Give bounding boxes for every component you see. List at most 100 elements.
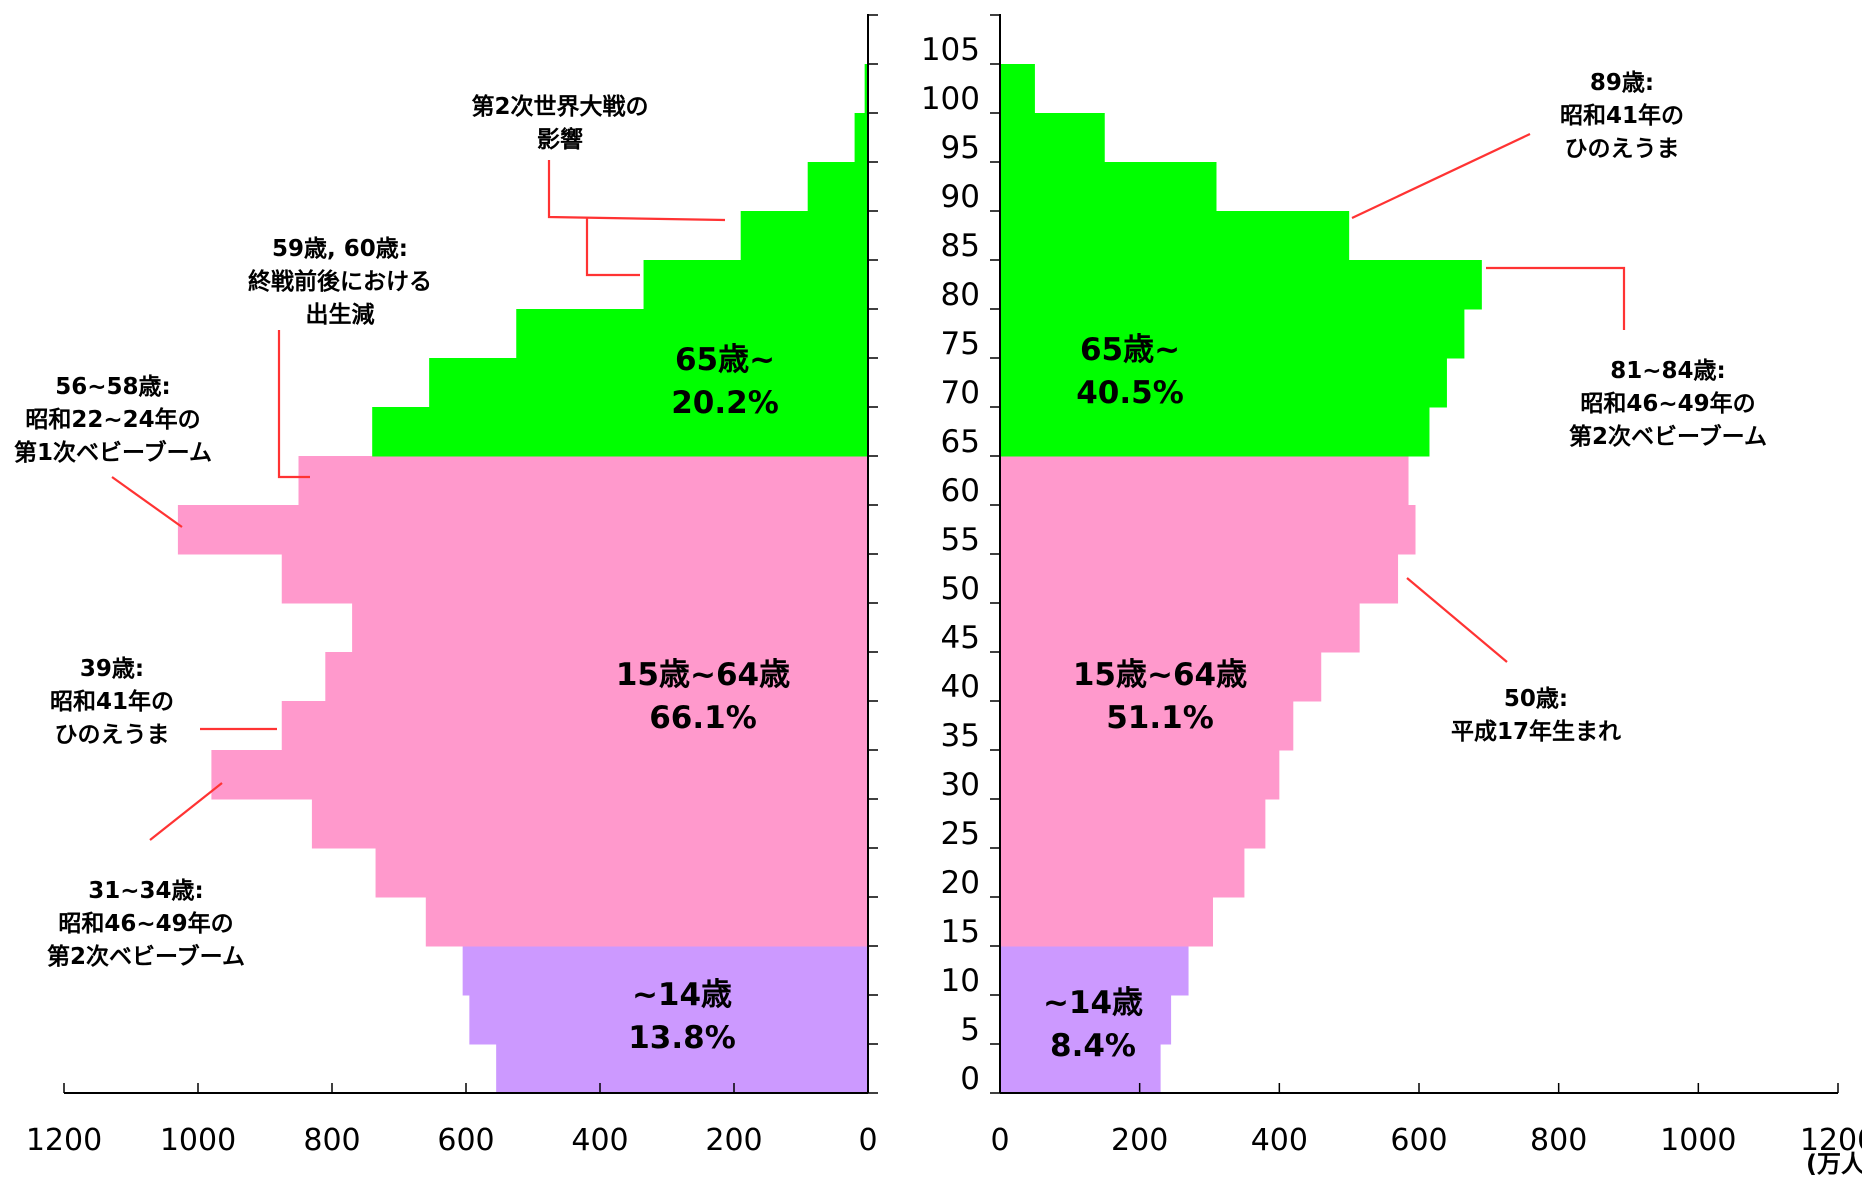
left-annotation-3-line-2: ひのえうま — [55, 722, 170, 748]
age-label: 100 — [921, 81, 980, 117]
right-bar-95-99 — [1000, 113, 1105, 163]
age-label: 60 — [941, 473, 980, 509]
left-group-label-0-percent: 13.8% — [628, 1020, 736, 1056]
right-bar-0-4 — [1000, 1044, 1161, 1094]
left-annotation-leader-0 — [585, 217, 640, 277]
right-annotation-leader-2 — [1406, 577, 1508, 663]
right-group-label-0-percent: 8.4% — [1050, 1028, 1136, 1064]
left-bar-25-29 — [311, 799, 868, 849]
right-bar-80-84 — [1000, 260, 1482, 310]
right-annotation-leader-1 — [1486, 266, 1626, 330]
left-bar-80-84 — [643, 260, 868, 310]
age-label: 45 — [941, 620, 980, 656]
left-bar-30-34 — [211, 750, 868, 800]
right-annotation-2-line-0: 50歳: — [1504, 686, 1568, 712]
left-bar-85-89 — [740, 211, 868, 261]
right-bar-30-34 — [1000, 750, 1280, 800]
left-bar-70-74 — [429, 358, 868, 408]
left-annotation-leader-2 — [111, 476, 183, 528]
age-label: 105 — [921, 32, 980, 68]
left-bar-75-79 — [516, 309, 868, 359]
left-annotation-leader-1 — [277, 330, 310, 479]
right-bar-25-29 — [1000, 799, 1266, 849]
right-x-tick-label: 600 — [1390, 1123, 1447, 1158]
left-group-label-0-title: ~14歳 — [632, 977, 732, 1013]
left-x-tick-label: 600 — [437, 1123, 494, 1158]
left-x-tick-label: 1200 — [26, 1123, 102, 1158]
right-annotation-2-line-1: 平成17年生まれ — [1451, 718, 1621, 745]
right-x-tick-label: 200 — [1111, 1123, 1168, 1158]
left-bar-55-59 — [177, 505, 868, 555]
right-x-tick-label: 0 — [990, 1123, 1009, 1158]
left-bar-65-69 — [372, 407, 868, 457]
right-bar-75-79 — [1000, 309, 1465, 359]
left-bar-90-94 — [807, 162, 868, 212]
left-annotation-3-line-0: 39歳: — [80, 656, 144, 682]
left-x-tick-label: 400 — [571, 1123, 628, 1158]
age-label: 80 — [941, 277, 980, 313]
left-bar-95-99 — [854, 113, 868, 163]
age-label: 95 — [941, 130, 980, 166]
left-group-label-1-percent: 66.1% — [649, 700, 757, 736]
left-annotation-1-line-1: 終戦前後における — [248, 268, 432, 295]
age-label: 55 — [941, 522, 980, 558]
left-annotation-leader-4 — [149, 782, 223, 841]
right-bar-55-59 — [1000, 505, 1416, 555]
right-x-tick-label: 1200 — [1800, 1123, 1862, 1158]
left-x-tick-label: 200 — [705, 1123, 762, 1158]
left-bar-20-24 — [375, 848, 868, 898]
left-annotation-0-line-0: 第2次世界大戦の — [471, 93, 648, 120]
age-label: 5 — [960, 1012, 980, 1048]
right-annotation-0-line-1: 昭和41年の — [1560, 102, 1684, 129]
right-x-tick-label: 800 — [1530, 1123, 1587, 1158]
age-label: 30 — [941, 767, 980, 803]
right-x-tick-label: 400 — [1251, 1123, 1308, 1158]
right-annotation-0-line-2: ひのえうま — [1565, 136, 1680, 162]
right-bar-50-54 — [1000, 554, 1399, 604]
left-bar-5-9 — [469, 995, 868, 1045]
right-bar-15-19 — [1000, 897, 1213, 947]
left-bar-40-44 — [325, 652, 868, 702]
age-label: 35 — [941, 718, 980, 754]
right-bar-35-39 — [1000, 701, 1294, 751]
left-annotation-4-line-1: 昭和46~49年の — [58, 910, 233, 937]
age-label: 90 — [941, 179, 980, 215]
left-annotation-4-line-2: 第2次ベビーブーム — [47, 943, 245, 970]
right-bar-60-64 — [1000, 456, 1409, 506]
left-annotation-4-line-0: 31~34歳: — [88, 878, 203, 904]
left-bar-60-64 — [298, 456, 868, 506]
right-bar-40-44 — [1000, 652, 1322, 702]
left-annotation-leader-0 — [547, 160, 726, 222]
right-bar-20-24 — [1000, 848, 1245, 898]
right-pyramid-bars — [1000, 64, 1482, 1094]
left-pyramid-bars — [177, 64, 869, 1094]
left-annotation-1-line-0: 59歳, 60歳: — [272, 236, 408, 262]
age-label: 75 — [941, 326, 980, 362]
age-label: 40 — [941, 669, 980, 705]
right-x-tick-label: 1000 — [1660, 1123, 1736, 1158]
right-x-axis-ticks: 0 200 400 600 800 1000 1200 — [990, 1083, 1862, 1158]
left-x-tick-label: 0 — [858, 1123, 877, 1158]
left-bar-100-104 — [864, 64, 868, 114]
left-bar-45-49 — [352, 603, 869, 653]
right-annotation-1-line-0: 81~84歳: — [1610, 358, 1725, 384]
left-annotation-2-line-2: 第1次ベビーブーム — [14, 439, 212, 466]
age-label: 20 — [941, 865, 980, 901]
left-x-tick-label: 1000 — [160, 1123, 236, 1158]
right-bar-85-89 — [1000, 211, 1350, 261]
left-bar-15-19 — [425, 897, 868, 947]
left-bar-50-54 — [281, 554, 868, 604]
left-annotation-2-line-0: 56~58歳: — [55, 374, 170, 400]
age-label: 50 — [941, 571, 980, 607]
left-bar-0-4 — [496, 1044, 868, 1094]
left-annotation-2-line-1: 昭和22~24年の — [25, 406, 200, 433]
right-group-label-2-percent: 40.5% — [1076, 375, 1184, 411]
right-bar-45-49 — [1000, 603, 1360, 653]
left-bar-35-39 — [281, 701, 868, 751]
right-bar-70-74 — [1000, 358, 1447, 408]
left-x-axis-ticks: 1200 1000 800 600 400 200 0 — [26, 1083, 878, 1158]
left-bar-10-14 — [462, 946, 868, 996]
left-annotation-0-line-1: 影響 — [537, 126, 583, 153]
right-annotation-0-line-0: 89歳: — [1590, 70, 1654, 96]
